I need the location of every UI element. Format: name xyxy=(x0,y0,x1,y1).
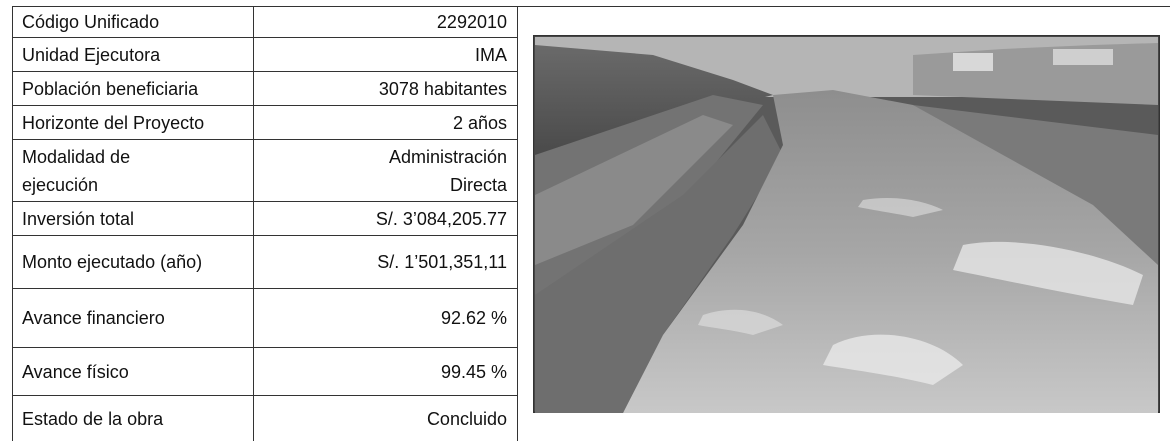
cell-text: ejecución xyxy=(22,174,99,195)
cell-text: 92.62 % xyxy=(440,308,507,328)
cell-text: 2292010 xyxy=(436,11,507,32)
cell-text: Modalidad de xyxy=(22,146,131,167)
cell-text: Directa xyxy=(449,174,507,195)
cell-text: Concluido xyxy=(426,408,507,429)
cell-text: Administración xyxy=(388,146,507,167)
row-value: S/. 1’501,351,11 xyxy=(253,236,518,289)
row-label: Población beneficiaria xyxy=(12,72,253,106)
row-value: 92.62 % xyxy=(253,289,518,348)
cell-text: Horizonte del Proyecto xyxy=(22,112,205,133)
row-value: IMA xyxy=(253,38,518,72)
rule xyxy=(12,6,1170,7)
row-label: Inversión total xyxy=(12,202,253,236)
row-label: Código Unificado xyxy=(12,6,253,38)
row-label: Avance físico xyxy=(12,348,253,396)
cell-text: S/. 1’501,351,11 xyxy=(377,252,507,272)
cell-text: S/. 3’084,205.77 xyxy=(375,208,507,229)
cell-text: Estado de la obra xyxy=(22,408,164,429)
cell-text: IMA xyxy=(474,44,507,65)
cell-text: 2 años xyxy=(452,112,507,133)
cell-text: Población beneficiaria xyxy=(22,78,199,99)
row-label: Avance financiero xyxy=(12,289,253,348)
cell-text: Código Unificado xyxy=(22,11,160,32)
row-value: Administración Directa xyxy=(253,140,518,202)
cell-text: Monto ejecutado (año) xyxy=(22,252,203,272)
row-value: 3078 habitantes xyxy=(253,72,518,106)
cell-text: Avance físico xyxy=(22,361,129,382)
row-value: 2 años xyxy=(253,106,518,140)
row-label: Monto ejecutado (año) xyxy=(12,236,253,289)
cell-text: Unidad Ejecutora xyxy=(22,44,161,65)
row-label: Unidad Ejecutora xyxy=(12,38,253,72)
row-label: Horizonte del Proyecto xyxy=(12,106,253,140)
cell-text: Avance financiero xyxy=(22,308,165,328)
row-value: 99.45 % xyxy=(253,348,518,396)
row-value: S/. 3’084,205.77 xyxy=(253,202,518,236)
row-label: Estado de la obra xyxy=(12,396,253,441)
row-value: Concluido xyxy=(253,396,518,441)
cell-text: Inversión total xyxy=(22,208,135,229)
row-value: 2292010 xyxy=(253,6,518,38)
cell-text: 3078 habitantes xyxy=(378,78,507,99)
row-label: Modalidad de ejecución xyxy=(12,140,253,202)
river-photo xyxy=(533,35,1160,413)
cell-text: 99.45 % xyxy=(440,361,507,382)
